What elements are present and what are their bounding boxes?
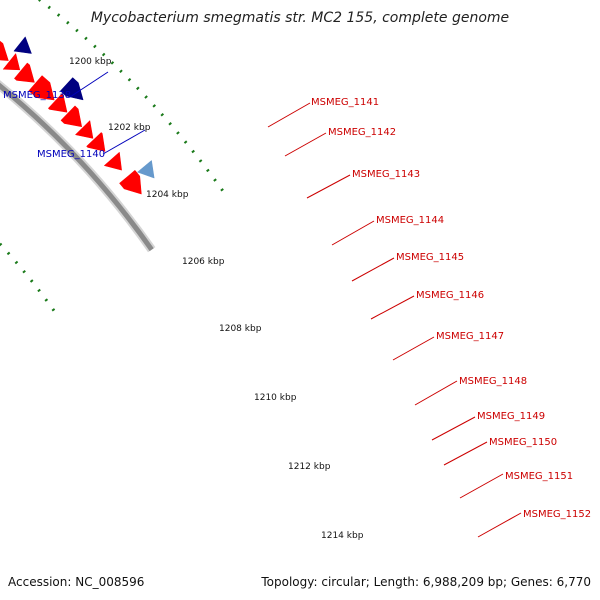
label-leader xyxy=(331,220,375,246)
gene-label-reverse[interactable]: MSMEG_1138 xyxy=(3,90,71,101)
kbp-label: 1200 kbp xyxy=(69,57,112,67)
topology-text: Topology: circular; Length: 6,988,209 bp… xyxy=(260,575,591,589)
gene-label-forward[interactable]: MSMEG_1151 xyxy=(505,471,573,482)
forward-cds-feature xyxy=(137,160,155,179)
forward-cds-feature xyxy=(14,62,35,83)
label-leader xyxy=(414,380,458,406)
forward-cds-feature xyxy=(28,75,55,101)
gene-label-forward[interactable]: MSMEG_1150 xyxy=(489,437,557,448)
reverse-gene-labels: MSMEG_1138 MSMEG_1140 xyxy=(3,71,146,160)
gene-label-forward[interactable]: MSMEG_1142 xyxy=(328,127,396,138)
label-leader xyxy=(459,473,504,499)
gene-label-forward[interactable]: MSMEG_1143 xyxy=(352,169,420,180)
forward-cds-feature xyxy=(48,93,68,113)
tick-track xyxy=(37,0,229,198)
kbp-label: 1214 kbp xyxy=(321,531,364,541)
forward-gene-labels: MSMEG_1141 MSMEG_1142 MSMEG_1143 MSMEG_1… xyxy=(267,97,591,538)
kbp-label: 1202 kbp xyxy=(108,123,151,133)
gene-features xyxy=(0,36,155,195)
gene-label-forward[interactable]: MSMEG_1149 xyxy=(477,411,545,422)
label-leader xyxy=(284,132,327,157)
forward-cds-feature xyxy=(75,120,94,139)
label-leader xyxy=(351,257,395,282)
kbp-label: 1212 kbp xyxy=(288,462,331,472)
label-leader xyxy=(443,441,488,466)
backbone-ring xyxy=(0,82,154,252)
forward-cds-feature xyxy=(86,132,106,152)
gene-label-forward[interactable]: MSMEG_1141 xyxy=(311,97,379,108)
forward-cds-feature xyxy=(104,152,122,171)
forward-cds-feature xyxy=(60,77,84,101)
forward-cds-feature xyxy=(13,36,32,54)
tick-tracks xyxy=(0,0,229,317)
kbp-label: 1206 kbp xyxy=(182,257,225,267)
gene-label-forward[interactable]: MSMEG_1145 xyxy=(396,252,464,263)
label-leader xyxy=(392,336,435,361)
label-leader xyxy=(267,102,311,128)
gene-label-forward[interactable]: MSMEG_1147 xyxy=(436,331,504,342)
kbp-label: 1204 kbp xyxy=(146,190,189,200)
gene-label-forward[interactable]: MSMEG_1152 xyxy=(523,509,591,520)
label-leader xyxy=(69,71,109,98)
gene-label-forward[interactable]: MSMEG_1144 xyxy=(376,215,444,226)
gene-label-forward[interactable]: MSMEG_1148 xyxy=(459,376,527,387)
label-leader xyxy=(306,174,351,199)
label-leader xyxy=(431,416,476,441)
gene-label-forward[interactable]: MSMEG_1146 xyxy=(416,290,484,301)
label-leader xyxy=(370,295,415,320)
map-title: Mycobacterium smegmatis str. MC2 155, co… xyxy=(91,10,509,26)
label-leader xyxy=(477,512,522,538)
forward-cds-feature xyxy=(2,53,21,71)
forward-cds-feature xyxy=(60,105,82,127)
forward-cds-feature xyxy=(0,40,9,61)
backbone xyxy=(0,80,156,253)
kbp-label: 1208 kbp xyxy=(219,324,262,334)
kbp-label: 1210 kbp xyxy=(254,393,297,403)
kbp-markers: 1200 kbp 1202 kbp 1204 kbp 1206 kbp 1208… xyxy=(69,57,364,541)
forward-cds-feature xyxy=(119,170,142,195)
gene-label-reverse[interactable]: MSMEG_1140 xyxy=(37,149,105,160)
accession-text: Accession: NC_008596 xyxy=(8,575,144,589)
label-leader xyxy=(102,129,146,155)
